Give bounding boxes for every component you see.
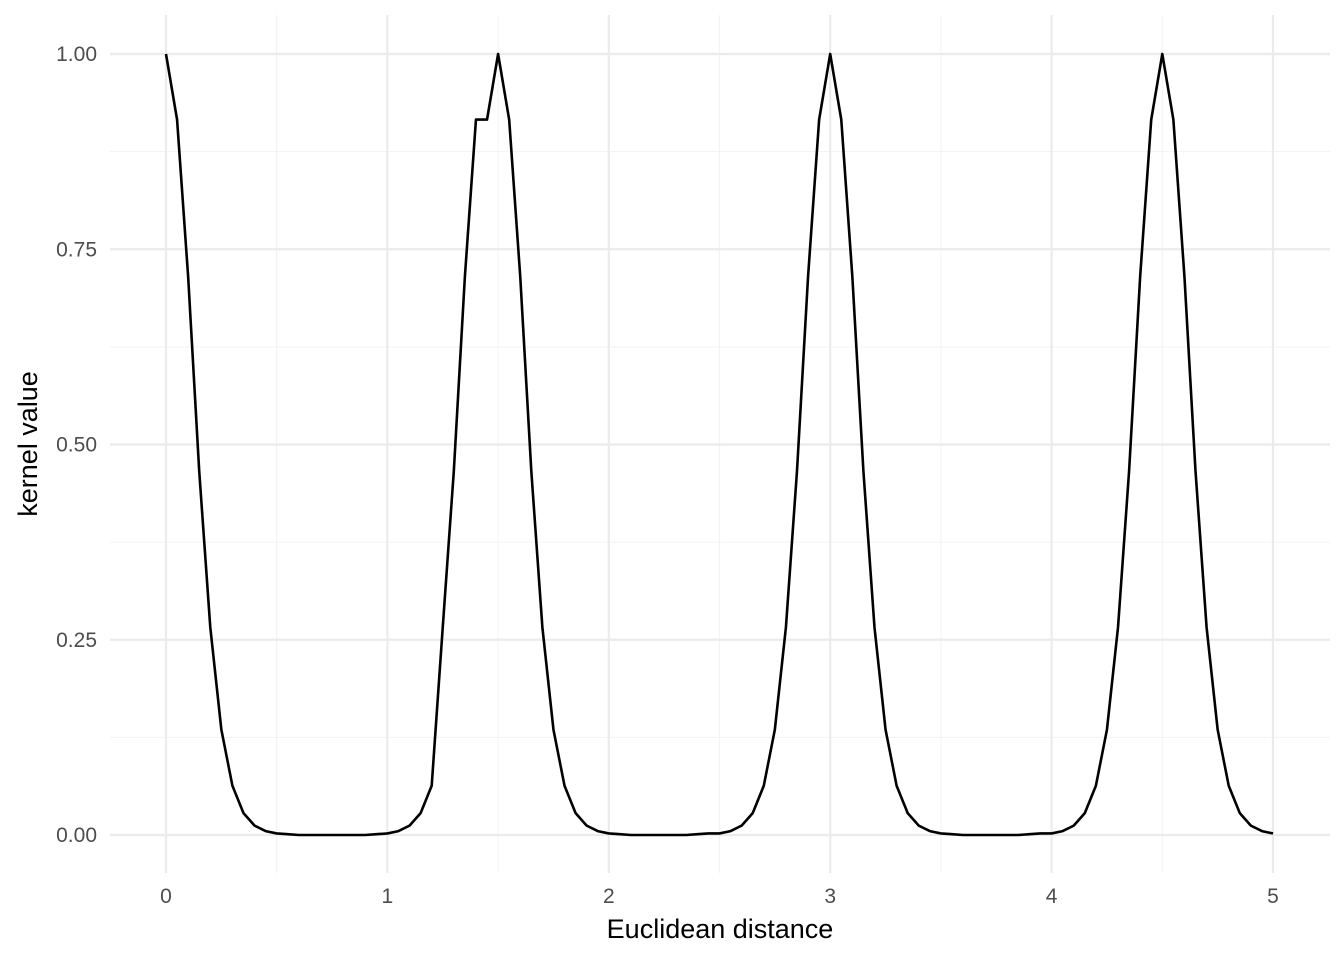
x-tick-label: 0 xyxy=(160,885,172,908)
x-tick-label: 1 xyxy=(382,885,394,908)
grid xyxy=(110,15,1330,873)
x-axis-ticks: 0 1 2 3 4 5 xyxy=(160,885,1279,908)
plot-area xyxy=(164,52,1274,837)
x-axis-title: Euclidean distance xyxy=(607,914,834,944)
y-tick-label: 0.00 xyxy=(56,824,97,847)
y-tick-label: 0.50 xyxy=(56,434,97,457)
x-tick-label: 5 xyxy=(1267,885,1279,908)
series-line xyxy=(164,52,1274,837)
y-tick-label: 1.00 xyxy=(56,43,97,66)
y-axis-title: kernel value xyxy=(13,371,43,517)
y-axis-ticks: 0.00 0.25 0.50 0.75 1.00 xyxy=(56,43,97,847)
x-tick-label: 3 xyxy=(824,885,836,908)
x-tick-label: 2 xyxy=(603,885,615,908)
y-tick-label: 0.75 xyxy=(56,238,97,261)
y-tick-label: 0.25 xyxy=(56,629,97,652)
x-tick-label: 4 xyxy=(1046,885,1058,908)
